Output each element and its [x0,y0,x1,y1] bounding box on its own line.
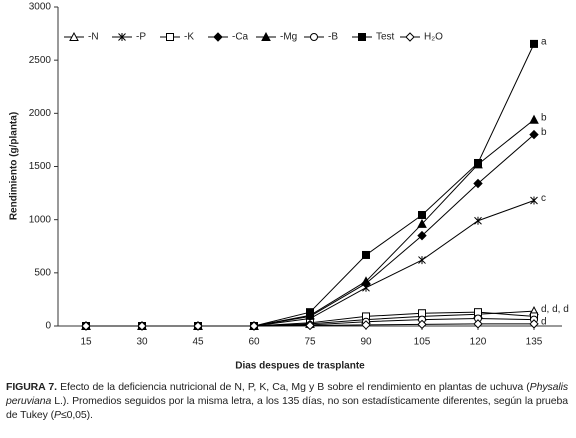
annotation: d [541,317,547,328]
legend-label: -P [136,32,146,43]
x-tick-label: 120 [470,337,487,348]
annotation: b [541,112,547,123]
caption-text: Efecto de la deficiencia nutricional de … [56,381,530,393]
marker [405,32,415,42]
caption-text: L.). Promedios seguidos por la misma let… [6,395,568,421]
y-tick-label: 0 [45,321,51,332]
marker [474,158,482,167]
marker [193,321,203,331]
x-tick-label: 90 [360,337,372,348]
legend-label: -N [88,32,99,43]
marker [361,276,371,286]
y-tick-label: 2500 [29,55,52,66]
marker [418,210,426,219]
marker [474,216,482,225]
x-tick-label: 30 [136,337,148,348]
marker [529,319,539,329]
annotation: c [541,193,546,204]
y-tick-label: 3000 [29,2,52,13]
marker [81,321,91,331]
marker [69,31,79,41]
series-line [86,200,535,327]
marker [418,256,426,265]
legend-label: H₂O [424,32,443,43]
x-tick-label: 105 [414,337,431,348]
annotation: d, d, d [541,304,569,315]
marker [213,32,223,42]
y-axis-label: Rendimiento (g/planta) [9,112,20,220]
caption-label: FIGURA 7. [6,381,57,393]
y-tick-label: 1500 [29,161,52,172]
marker [166,33,174,41]
y-tick-label: 2000 [29,108,52,119]
marker [529,129,539,140]
x-axis-label: Dias despues de trasplante [235,361,365,372]
marker [118,33,126,41]
caption-text: Physalis peruviana [6,381,568,407]
legend-label: -Mg [280,32,297,43]
x-tick-label: 60 [248,337,260,348]
series-line [86,134,535,327]
marker [530,39,538,48]
marker [310,33,318,41]
legend-label: -B [328,32,338,43]
x-tick-label: 15 [80,337,92,348]
y-tick-label: 1000 [29,214,52,225]
chart: Dias despues de trasplante Rendimiento (… [9,2,569,372]
marker [137,321,147,331]
marker [417,218,427,228]
y-tick-label: 500 [34,267,51,278]
marker [261,31,271,41]
marker [530,196,538,205]
x-tick-label: 135 [526,337,543,348]
marker [417,230,427,241]
marker [249,321,259,331]
legend-label: -Ca [232,32,249,43]
series-line [86,119,535,327]
legend-label: -K [184,32,194,43]
annotation: a [541,37,547,48]
marker [473,319,483,329]
legend-label: Test [376,32,395,43]
marker [473,178,483,189]
marker [529,114,539,124]
marker [358,33,366,41]
series-line [86,43,535,327]
x-tick-label: 45 [192,337,204,348]
marker [417,319,427,330]
marker [361,320,371,330]
caption-text: P [54,409,61,421]
marker [305,320,315,331]
marker [362,250,370,259]
x-tick-label: 75 [304,337,316,348]
annotation: b [541,127,547,138]
caption-text: ≤0,05). [60,409,93,421]
caption: FIGURA 7. Efecto de la deficiencia nutri… [6,380,568,422]
marker [306,308,314,317]
